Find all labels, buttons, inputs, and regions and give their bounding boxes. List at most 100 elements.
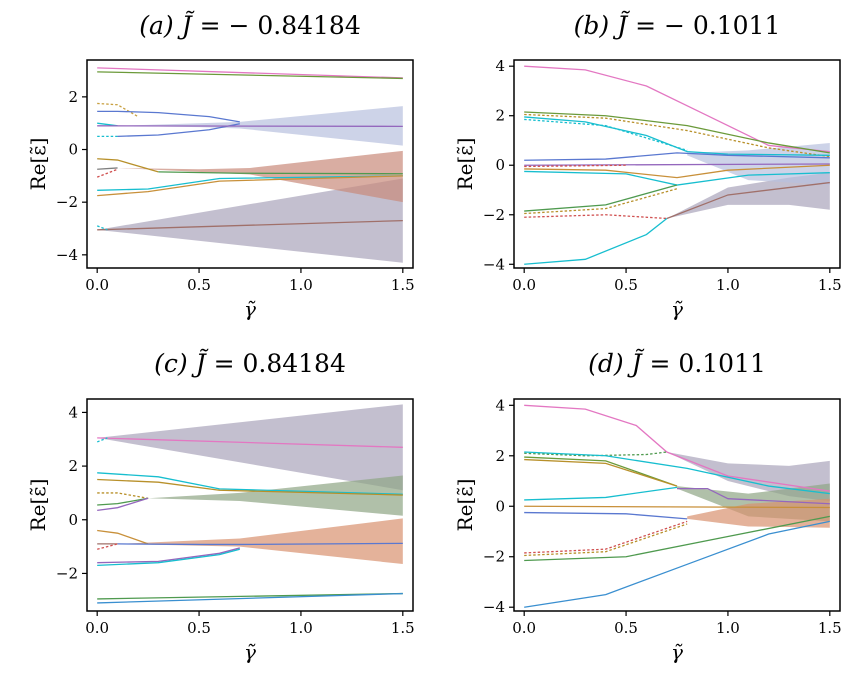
series-line-cyan-bottom bbox=[524, 217, 668, 265]
y-tick-label: 0 bbox=[495, 156, 505, 174]
series-line-purple-lower bbox=[97, 547, 240, 564]
series-line-green-dot bbox=[524, 451, 667, 457]
x-tick-label: 0.5 bbox=[187, 276, 211, 294]
x-axis-label: γ̃ bbox=[671, 640, 683, 664]
uncertainty-band-band-red bbox=[687, 498, 830, 528]
series-line-lower-gray bbox=[97, 167, 118, 170]
y-tick-label: −2 bbox=[483, 206, 505, 224]
series-line-upper-blue-2 bbox=[117, 123, 240, 138]
x-tick-label: 0.5 bbox=[614, 276, 638, 294]
panel-title: (d) J̃ = 0.1011 bbox=[588, 349, 766, 378]
axes-frame bbox=[86, 59, 414, 269]
series-line-pink bbox=[524, 65, 830, 153]
x-tick-label: 1.5 bbox=[818, 619, 842, 637]
x-axis-label: γ̃ bbox=[244, 297, 256, 321]
y-tick-label: −2 bbox=[483, 548, 505, 566]
series-line-orange-mid bbox=[524, 164, 830, 179]
y-tick-label: 2 bbox=[68, 457, 78, 475]
panel-param: J̃ = bbox=[177, 11, 229, 40]
series-line-blue-bottom bbox=[524, 520, 830, 608]
x-tick-label: 0.0 bbox=[85, 276, 109, 294]
x-tick-label: 1.5 bbox=[818, 276, 842, 294]
series-line-pink bbox=[524, 404, 830, 492]
panel-value: − 0.1011 bbox=[664, 11, 780, 40]
x-axis-label: γ̃ bbox=[671, 297, 683, 321]
y-tick-label: −2 bbox=[56, 564, 78, 582]
y-tick-label: 2 bbox=[495, 447, 505, 465]
y-tick-label: 0 bbox=[68, 141, 78, 159]
series-line-red-lower-dot bbox=[97, 543, 118, 550]
y-axis-label: Re[ε̃] bbox=[26, 479, 50, 532]
x-tick-label: 0.0 bbox=[85, 619, 109, 637]
series-line-green-top bbox=[524, 111, 830, 154]
series-line-olive-dot bbox=[524, 113, 830, 158]
series-line-olive-top bbox=[524, 458, 678, 487]
series-line-green-low bbox=[524, 515, 830, 562]
series-line-blue-bottom bbox=[97, 592, 403, 604]
series-line-green-upper bbox=[97, 497, 149, 506]
uncertainty-band-band-gray bbox=[97, 404, 403, 491]
panel-title: (b) J̃ = − 0.1011 bbox=[574, 11, 781, 40]
series-line-pink bbox=[97, 437, 403, 448]
series-line-green-bottom bbox=[97, 592, 403, 600]
series-line-mid-purple bbox=[97, 125, 403, 127]
y-tick-label: 4 bbox=[495, 396, 505, 414]
series-line-lower-olive bbox=[97, 158, 159, 173]
panel-title: (c) J̃ = 0.84184 bbox=[154, 349, 346, 378]
y-tick-label: 4 bbox=[68, 403, 78, 421]
y-tick-label: 2 bbox=[68, 88, 78, 106]
series-line-bottom-brown bbox=[97, 219, 403, 231]
y-tick-label: 2 bbox=[495, 107, 505, 125]
series-line-top-pink bbox=[97, 67, 403, 79]
series-line-purple-upper bbox=[97, 497, 149, 512]
series-line-lower-green bbox=[158, 171, 403, 175]
series-line-green-top bbox=[524, 456, 678, 487]
uncertainty-band-band-green bbox=[148, 475, 403, 516]
x-tick-label: 0.5 bbox=[614, 619, 638, 637]
series-line-lower-orange bbox=[97, 175, 403, 197]
series-line-orange-flat bbox=[524, 505, 830, 509]
series-line-olive-dot-low bbox=[524, 523, 688, 557]
plot-area bbox=[96, 67, 403, 263]
panel-param: J̃ = bbox=[191, 349, 243, 378]
series-line-lower-red-dot bbox=[96, 168, 118, 178]
x-tick-label: 1.0 bbox=[289, 276, 313, 294]
x-tick-label: 0.0 bbox=[512, 619, 536, 637]
panel-a: 0.0 0.5 1.0 1.5 −4 −2 0 2 γ̃ Re[ε̃] (a) J̃ = − 0.8… bbox=[26, 11, 415, 321]
axes-frame bbox=[513, 59, 841, 269]
y-tick-label: 0 bbox=[68, 511, 78, 529]
series-line-blue-mid bbox=[524, 511, 688, 520]
series-line-upper-orange-dot bbox=[97, 102, 139, 118]
series-line-purple-flat bbox=[524, 163, 830, 166]
panel-value: 0.1011 bbox=[678, 349, 765, 378]
series-line-top-green bbox=[97, 71, 403, 80]
series-line-blue-arc bbox=[524, 152, 830, 161]
y-tick-label: −4 bbox=[483, 598, 505, 616]
series-line-orange-lower bbox=[97, 529, 149, 545]
panel-param: J̃ = bbox=[627, 349, 679, 378]
axes-frame bbox=[513, 398, 841, 612]
series-line-red-low-dot bbox=[524, 214, 667, 220]
panel-d: 0.0 0.5 1.0 1.5 −4 −2 0 2 4 γ̃ Re[ε̃] (d) J̃ = 0.10… bbox=[453, 349, 842, 664]
series-line-pink-dot bbox=[96, 437, 108, 443]
uncertainty-band-band-red bbox=[117, 150, 403, 203]
panel-param: J̃ = bbox=[612, 11, 664, 40]
panel-b: 0.0 0.5 1.0 1.5 −4 −2 0 2 4 γ̃ Re[ε̃] (b) J̃ = − 0.… bbox=[453, 11, 842, 321]
x-tick-label: 0.0 bbox=[512, 276, 536, 294]
y-axis-label: Re[ε̃] bbox=[453, 138, 477, 191]
y-tick-label: 4 bbox=[495, 57, 505, 75]
series-line-teal-arc bbox=[524, 486, 678, 501]
series-line-upper-blue-1 bbox=[97, 110, 240, 123]
panel-c: 0.0 0.5 1.0 1.5 −2 0 2 4 γ̃ Re[ε̃] (c) J̃ = 0.8418… bbox=[26, 349, 415, 664]
series-line-green-low bbox=[524, 184, 678, 212]
series-line-olive-dot bbox=[97, 492, 149, 499]
panel-label: (d) bbox=[588, 349, 631, 378]
x-tick-label: 1.5 bbox=[391, 276, 415, 294]
panel-title: (a) J̃ = − 0.84184 bbox=[139, 11, 361, 40]
series-line-red-dot-low bbox=[524, 520, 688, 554]
y-tick-label: −4 bbox=[56, 246, 78, 264]
series-line-olive-top bbox=[97, 478, 403, 496]
y-tick-label: −2 bbox=[56, 193, 78, 211]
series-line-olive-low-dot bbox=[524, 188, 678, 215]
uncertainty-band-band-gray bbox=[97, 178, 403, 263]
